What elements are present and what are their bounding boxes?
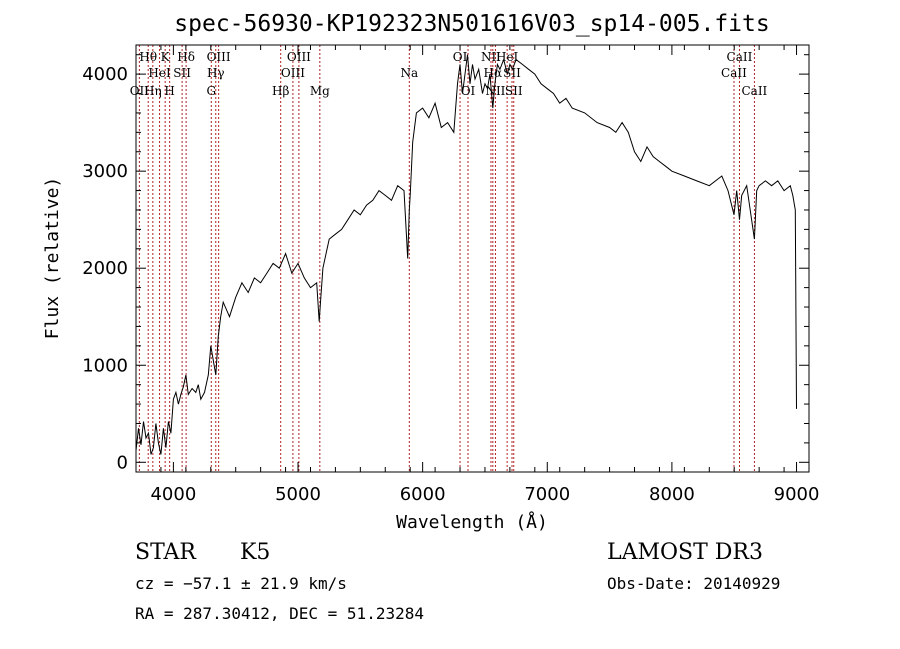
object-class: STAR xyxy=(135,540,196,565)
spectral-line-label: SII xyxy=(505,84,523,98)
spectral-line-label: G xyxy=(206,84,216,98)
spectral-line-label: K xyxy=(161,50,171,64)
spectral-line-label: CaII xyxy=(741,84,767,98)
x-tick-label: 4000 xyxy=(150,484,196,505)
spectral-line-label: SII xyxy=(503,66,521,80)
spectral-line-label: OIII xyxy=(207,50,231,64)
spectral-line-label: OI xyxy=(453,50,468,64)
spectral-line-label: Hθ xyxy=(139,50,157,64)
survey-name: LAMOST DR3 xyxy=(607,540,763,565)
object-subclass: K5 xyxy=(240,540,271,565)
x-axis-label: Wavelength (Å) xyxy=(396,511,548,533)
spectral-line-label: Na xyxy=(400,66,418,80)
spectral-line-label: Hη xyxy=(144,84,162,98)
spectrum-line xyxy=(135,54,797,455)
spectral-line-label: NII xyxy=(481,50,501,64)
y-tick-label: 4000 xyxy=(82,64,128,85)
y-axis-ticks: 0 1000 2000 3000 4000 xyxy=(82,54,809,473)
x-tick-label: 8000 xyxy=(649,484,695,505)
spectral-line-label: Hδ xyxy=(177,50,195,64)
spectral-line-label: OI xyxy=(461,84,476,98)
spectral-line-label: Hβ xyxy=(272,84,289,98)
spectral-line-label: Hγ xyxy=(207,66,225,80)
x-tick-label: 7000 xyxy=(524,484,570,505)
spectral-line-label: OII xyxy=(130,84,150,98)
y-axis-label: Flux (relative) xyxy=(42,177,63,340)
spectral-line-label: Mg xyxy=(310,84,330,98)
spectral-line-label: OIII xyxy=(287,50,311,64)
coordinates: RA = 287.30412, DEC = 51.23284 xyxy=(135,604,424,623)
spectral-line-labels: OII Hθ Hη HeI K H SII Hδ G Hγ OIII Hβ OIII OIII Mg Na OI… xyxy=(130,50,768,98)
x-axis-ticks: 4000 5000 6000 7000 8000 9000 xyxy=(135,45,820,505)
spectral-line-label: HeI xyxy=(496,50,519,64)
x-tick-label: 6000 xyxy=(400,484,446,505)
spectral-line-label: CaII xyxy=(721,66,747,80)
y-tick-label: 2000 xyxy=(82,258,128,279)
redshift-velocity: cz = −57.1 ± 21.9 km/s xyxy=(135,574,347,593)
spectral-line-label: NII xyxy=(485,84,505,98)
y-tick-label: 0 xyxy=(117,452,128,473)
spectral-line-markers xyxy=(138,45,755,472)
spectral-line-label: SII xyxy=(173,66,191,80)
x-tick-label: 5000 xyxy=(275,484,321,505)
x-tick-label: 9000 xyxy=(774,484,820,505)
chart-title: spec-56930-KP192323N501616V03_sp14-005.f… xyxy=(174,11,769,37)
y-tick-label: 3000 xyxy=(82,161,128,182)
spectral-line-label: HeI xyxy=(148,66,171,80)
spectral-line-label: Hα xyxy=(484,66,503,80)
plot-frame xyxy=(135,44,810,473)
spectral-line-label: H xyxy=(164,84,174,98)
spectral-line-label: CaII xyxy=(727,50,753,64)
observation-date: Obs-Date: 20140929 xyxy=(607,574,781,593)
spectral-line-label: OIII xyxy=(281,66,305,80)
y-tick-label: 1000 xyxy=(82,355,128,376)
